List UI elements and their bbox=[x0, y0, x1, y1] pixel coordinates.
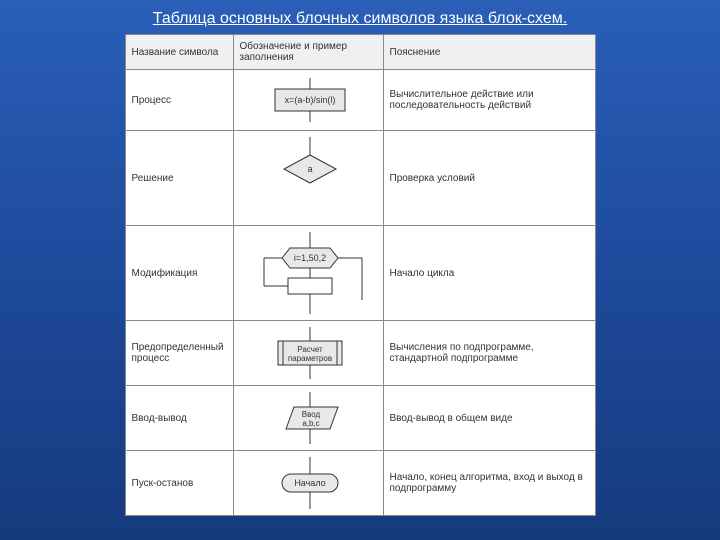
row-name: Ввод-вывод bbox=[125, 386, 233, 451]
row-symbol: Ввод a,b,c bbox=[233, 386, 383, 451]
row-name: Пуск-останов bbox=[125, 451, 233, 516]
row-desc: Ввод-вывод в общем виде bbox=[383, 386, 595, 451]
svg-text:Ввод: Ввод bbox=[301, 410, 320, 419]
col-header-name: Название символа bbox=[125, 35, 233, 70]
row-symbol: i=1,50,2 bbox=[233, 226, 383, 321]
row-symbol: Расчет параметров bbox=[233, 321, 383, 386]
table-row: Процесс x=(a-b)/sin(l) Вычислительное де… bbox=[125, 70, 595, 131]
svg-text:параметров: параметров bbox=[287, 354, 331, 363]
row-symbol: a да нет bbox=[233, 131, 383, 226]
svg-text:Начало: Начало bbox=[294, 478, 325, 488]
row-desc: Вычисления по подпрограмме, стандартной … bbox=[383, 321, 595, 386]
row-name: Решение bbox=[125, 131, 233, 226]
table-row: Модификация i=1,50,2 Начало цикла bbox=[125, 226, 595, 321]
row-symbol: x=(a-b)/sin(l) bbox=[233, 70, 383, 131]
table-row: Пуск-останов Начало Начало, конец алгори… bbox=[125, 451, 595, 516]
table-row: Решение a да нет Проверка условий bbox=[125, 131, 595, 226]
table-header-row: Название символа Обозначение и пример за… bbox=[125, 35, 595, 70]
row-desc: Начало, конец алгоритма, вход и выход в … bbox=[383, 451, 595, 516]
table-row: Предопределенный процесс Расчет параметр… bbox=[125, 321, 595, 386]
svg-text:x=(a-b)/sin(l): x=(a-b)/sin(l) bbox=[284, 95, 335, 105]
row-symbol: Начало bbox=[233, 451, 383, 516]
row-desc: Начало цикла bbox=[383, 226, 595, 321]
symbol-table: Название символа Обозначение и пример за… bbox=[125, 34, 596, 516]
row-desc: Проверка условий bbox=[383, 131, 595, 226]
row-name: Модификация bbox=[125, 226, 233, 321]
row-name: Процесс bbox=[125, 70, 233, 131]
svg-text:i=1,50,2: i=1,50,2 bbox=[293, 253, 325, 263]
col-header-symbol: Обозначение и пример заполнения bbox=[233, 35, 383, 70]
svg-text:a,b,c: a,b,c bbox=[302, 419, 319, 428]
row-name: Предопределенный процесс bbox=[125, 321, 233, 386]
svg-text:Расчет: Расчет bbox=[297, 345, 323, 354]
row-desc: Вычислительное действие или последовател… bbox=[383, 70, 595, 131]
svg-text:a да нет: a да нет bbox=[307, 164, 312, 174]
page-title: Таблица основных блочных символов языка … bbox=[0, 0, 720, 34]
table-row: Ввод-вывод Ввод a,b,c Ввод-вывод в общем… bbox=[125, 386, 595, 451]
col-header-desc: Пояснение bbox=[383, 35, 595, 70]
